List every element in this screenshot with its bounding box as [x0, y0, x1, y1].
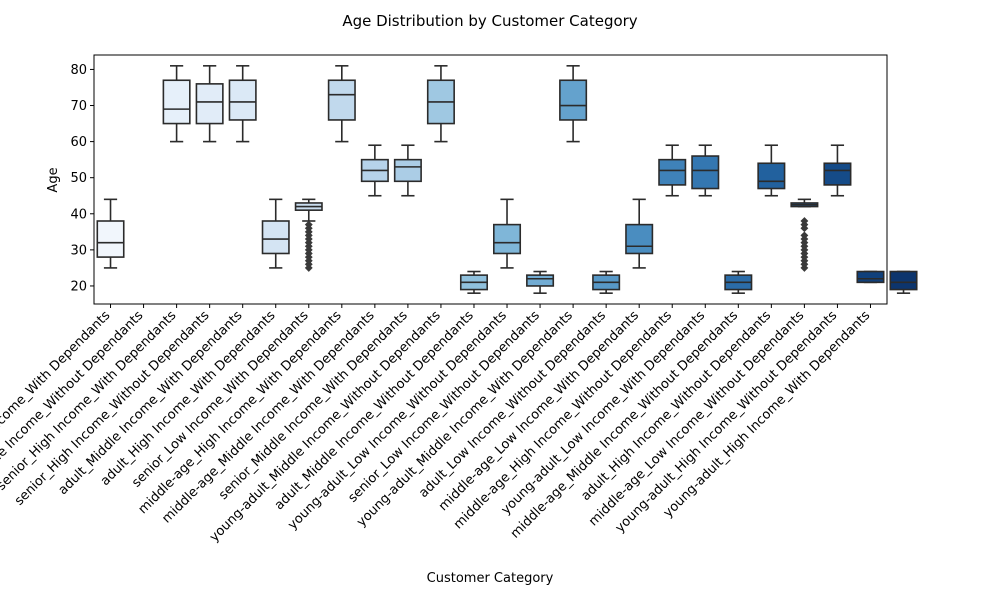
y-axis: 20 30 40 50 60 70 80 — [70, 63, 94, 294]
box-24 — [856, 270, 885, 284]
box-3 — [162, 65, 191, 143]
x-axis: adult_Low Income_With Dependantssenior_M… — [0, 304, 873, 545]
box-body — [393, 158, 422, 183]
box-body — [691, 155, 720, 190]
box-11 — [426, 65, 455, 143]
box-series — [96, 65, 918, 294]
box-18 — [658, 144, 687, 197]
box-5 — [228, 65, 257, 143]
box-body — [327, 79, 356, 121]
y-tick-label: 40 — [70, 207, 87, 222]
y-axis-label: Age — [46, 167, 61, 192]
box-body — [261, 220, 290, 255]
y-tick-label: 20 — [70, 279, 87, 294]
outlier-point — [800, 217, 809, 225]
y-tick-label: 50 — [70, 171, 87, 186]
box-17 — [625, 198, 654, 269]
box-19 — [691, 144, 720, 197]
chart-title: Age Distribution by Customer Category — [342, 12, 637, 30]
box-body — [526, 274, 555, 287]
box-21 — [757, 144, 786, 197]
box-9 — [360, 144, 389, 197]
plot-area — [93, 54, 888, 305]
box-22 — [790, 198, 819, 272]
box-body — [856, 270, 885, 284]
box-7 — [294, 198, 323, 272]
box-body — [228, 79, 257, 121]
outlier-point — [800, 231, 809, 240]
box-body — [889, 270, 918, 291]
box-1 — [96, 198, 125, 269]
box-4 — [195, 65, 224, 143]
box-13 — [493, 198, 522, 269]
box-body — [96, 220, 125, 258]
box-15 — [559, 65, 588, 143]
y-tick-label: 30 — [70, 243, 87, 258]
box-body — [757, 162, 786, 190]
outlier-point — [304, 220, 313, 229]
box-6 — [261, 198, 290, 269]
box-14 — [526, 270, 555, 294]
box-10 — [393, 144, 422, 197]
box-16 — [592, 270, 621, 294]
box-8 — [327, 65, 356, 143]
box-25 — [889, 270, 918, 294]
box-body — [559, 79, 588, 121]
box-20 — [724, 270, 753, 294]
y-tick-label: 70 — [70, 99, 87, 114]
box-body — [195, 83, 224, 125]
box-body — [162, 79, 191, 125]
box-12 — [459, 270, 488, 294]
box-23 — [823, 144, 852, 197]
box-body — [493, 223, 522, 255]
y-tick-label: 60 — [70, 135, 87, 150]
y-tick-label: 80 — [70, 63, 87, 78]
box-body — [658, 158, 687, 186]
x-axis-label: Customer Category — [427, 571, 554, 586]
box-body — [823, 162, 852, 186]
box-body — [625, 223, 654, 255]
